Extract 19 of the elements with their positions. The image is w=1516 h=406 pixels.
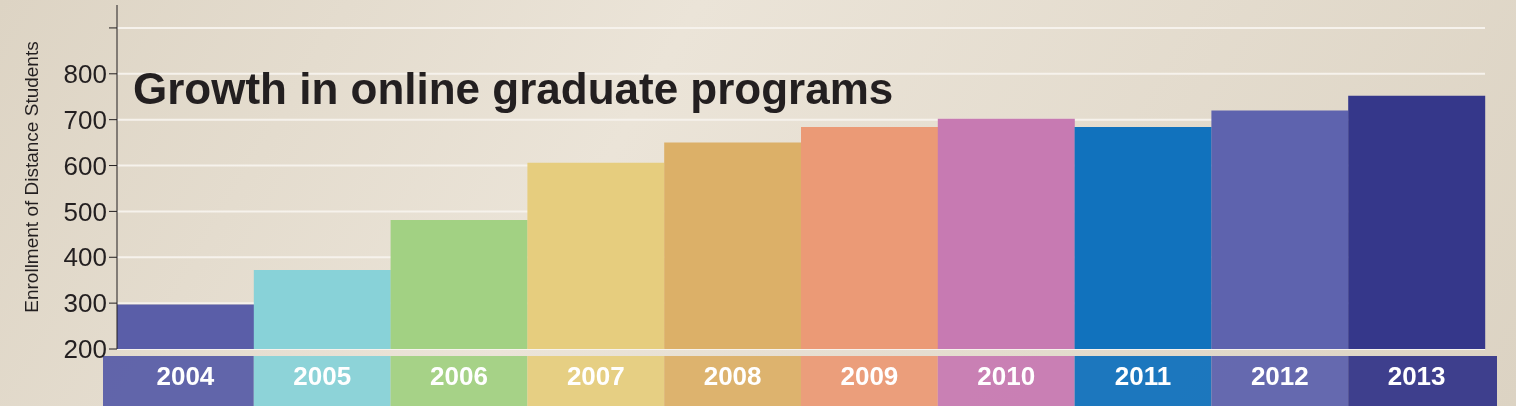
y-axis-title: Enrollment of Distance Students	[20, 41, 42, 313]
y-tick-label: 300	[63, 288, 107, 319]
x-tick-label: 2006	[430, 361, 488, 391]
x-tick-label: 2011	[1114, 361, 1172, 391]
y-tick-label: 800	[63, 59, 107, 90]
x-tick-label: 2008	[703, 361, 762, 391]
x-tick-label: 2005	[293, 361, 352, 391]
y-tick-label: 600	[63, 150, 107, 181]
x-tick-label: 2013	[1387, 361, 1446, 391]
y-tick-label: 700	[63, 104, 107, 135]
y-tick-label: 200	[63, 334, 107, 365]
x-tick-label: 2007	[566, 361, 625, 391]
x-tick-label: 2012	[1250, 361, 1309, 391]
x-tick-label: 2004	[156, 361, 215, 391]
text: Growth in online graduate programs	[133, 64, 894, 114]
y-tick-label: 400	[63, 242, 107, 273]
x-tick-label: 2010	[977, 361, 1036, 391]
x-tick-label: 2009	[840, 361, 899, 391]
y-tick-label: 500	[63, 196, 107, 227]
